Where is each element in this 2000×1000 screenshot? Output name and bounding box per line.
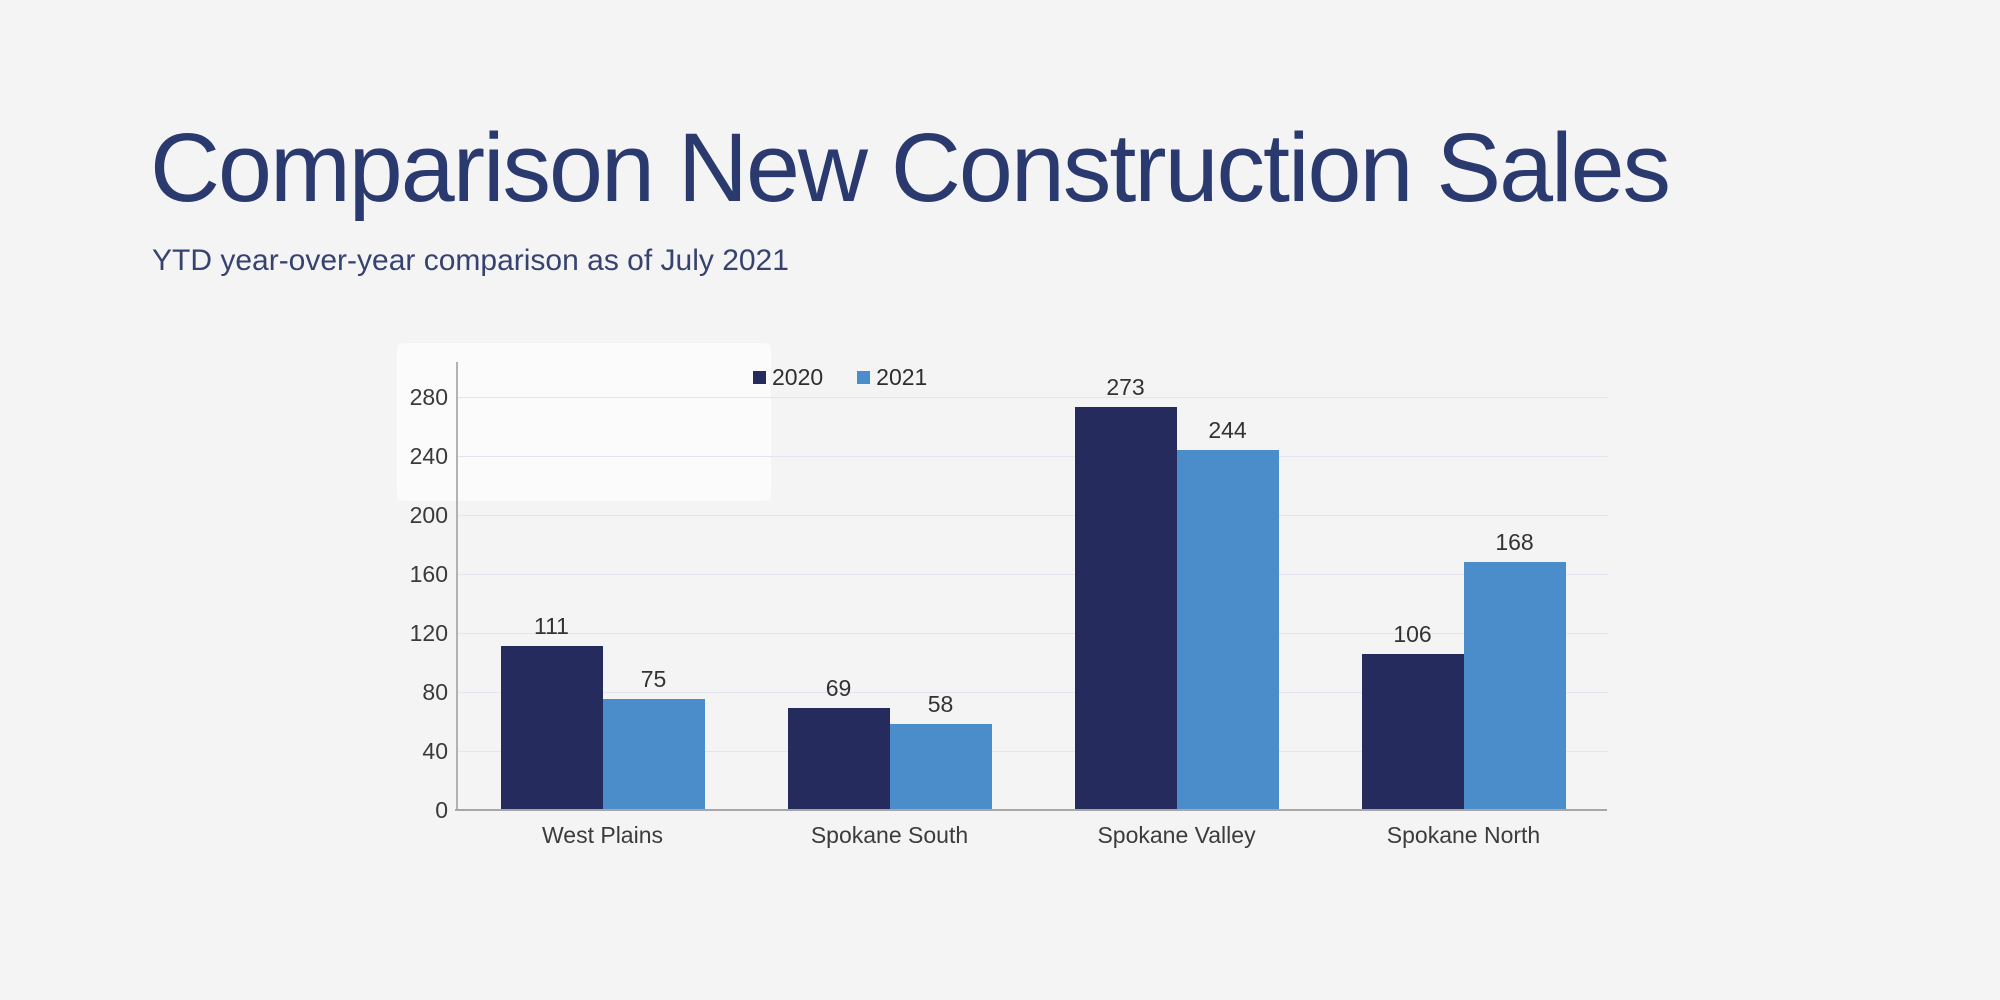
category-label: Spokane South [810,822,969,848]
bar-value-label: 69 [825,675,852,702]
bar-2021-spokane-north [1463,562,1566,810]
category-label: West Plains [541,822,663,848]
gridline [458,574,1608,575]
y-tick-label: 0 [435,797,448,823]
category-label: Spokane Valley [1097,822,1256,848]
bar-value-label: 244 [1208,417,1247,444]
bar-2021-west-plains [602,699,705,810]
legend-item-2020: 2020 [753,365,823,389]
gridline [458,515,1608,516]
bar-2021-spokane-south [889,724,992,810]
y-axis-line [456,362,458,810]
bar-value-label: 75 [640,666,667,693]
y-tick-label: 120 [409,620,448,646]
gridline [458,633,1608,634]
bar-2020-spokane-north [1361,653,1464,810]
legend-item-2021: 2021 [857,365,927,389]
bar-2020-spokane-south [787,708,890,810]
gridline [458,692,1608,693]
gridline [458,751,1608,752]
bar-value-label: 111 [534,613,569,640]
bar-2021-spokane-valley [1176,450,1279,810]
slide-subtitle: YTD year-over-year comparison as of July… [152,244,789,277]
y-tick-label: 240 [409,443,448,469]
slide-title: Comparison New Construction Sales [150,113,1671,222]
background-patch [397,343,771,501]
legend-label: 2021 [876,364,928,390]
legend-swatch-icon [857,370,871,384]
bar-2020-spokane-valley [1074,407,1177,810]
y-tick-label: 40 [422,738,448,764]
y-tick-label: 200 [409,502,448,528]
bar-value-label: 106 [1393,620,1432,647]
legend-label: 2020 [772,364,824,390]
bar-2020-west-plains [500,646,603,810]
gridline [458,456,1608,457]
category-label: Spokane North [1386,822,1541,848]
chart-legend: 2020 2021 [753,365,927,389]
bar-value-label: 273 [1106,374,1145,401]
y-tick-label: 80 [422,679,448,705]
bar-value-label: 58 [927,691,954,718]
legend-swatch-icon [753,370,766,384]
x-axis-line [455,809,1607,811]
gridline [458,397,1608,398]
y-tick-label: 160 [409,561,448,587]
bar-value-label: 168 [1495,529,1534,556]
y-tick-label: 280 [409,384,448,410]
